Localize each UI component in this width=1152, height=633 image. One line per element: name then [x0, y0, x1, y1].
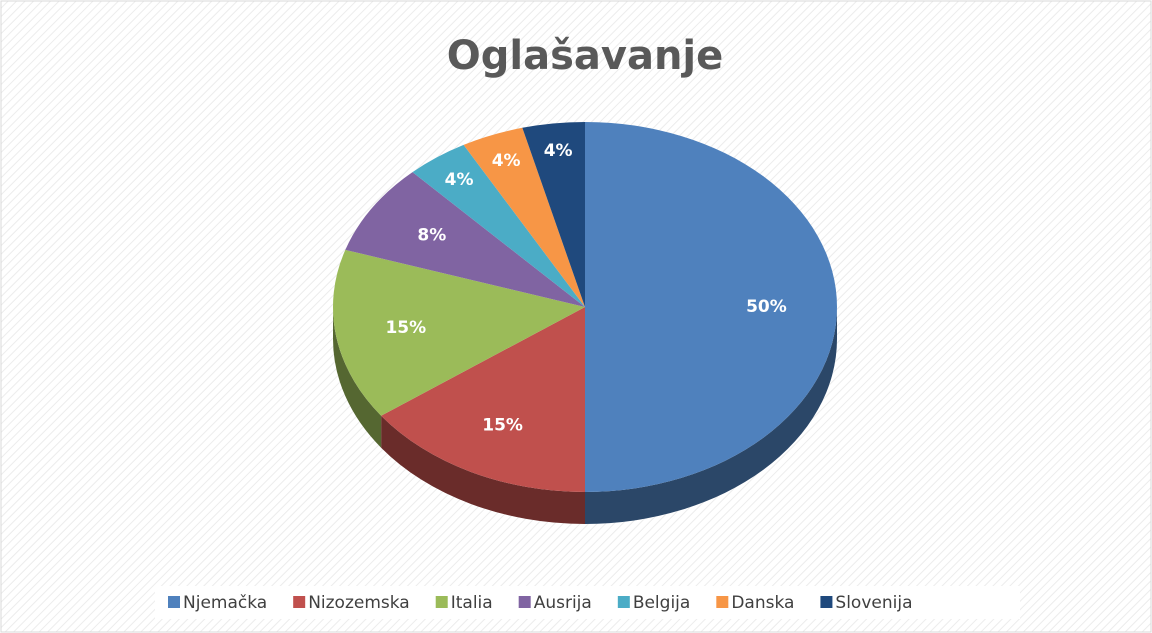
legend-swatch: [617, 596, 630, 608]
data-label: 8%: [417, 226, 446, 246]
data-label: 4%: [445, 170, 474, 190]
legend-swatch: [293, 596, 306, 608]
legend-swatch: [168, 596, 180, 608]
legend-swatch: [518, 596, 531, 608]
pie-slice: [345, 172, 585, 307]
chart-title: Oglašavanje: [447, 33, 724, 79]
pie-slice: [412, 144, 585, 307]
pie-slice: [381, 307, 585, 492]
data-label: 15%: [385, 318, 426, 338]
legend-label: Nizozemska: [308, 593, 410, 613]
data-label: 50%: [746, 297, 787, 317]
pie-side: [585, 307, 837, 524]
pie-slice: [522, 122, 585, 307]
legend-label: Njemačka: [183, 593, 267, 613]
legend-swatch: [435, 596, 448, 608]
legend-label: Belgija: [633, 593, 691, 613]
pie-tops: [333, 122, 837, 492]
data-label: 4%: [492, 151, 521, 171]
legend-swatch: [820, 596, 833, 608]
data-labels: 50% 15% 15% 8% 4% 4% 4%: [385, 141, 786, 436]
data-label: 4%: [544, 141, 573, 161]
pie-slice: [463, 127, 585, 307]
legend-label: Italia: [451, 593, 493, 613]
legend-swatch: [716, 596, 729, 608]
pie-side: [333, 307, 382, 448]
pie-slice: [333, 249, 585, 416]
pie-side: [381, 415, 585, 524]
pie-sides: [333, 307, 837, 524]
legend-label: Ausrija: [534, 593, 592, 613]
pie-slice: [585, 122, 837, 492]
legend-label: Slovenija: [835, 593, 912, 613]
data-label: 15%: [482, 416, 523, 436]
legend-label: Danska: [731, 593, 794, 613]
legend: Njemačka Nizozemska Italia Ausrija Belgija Da…: [168, 593, 913, 613]
